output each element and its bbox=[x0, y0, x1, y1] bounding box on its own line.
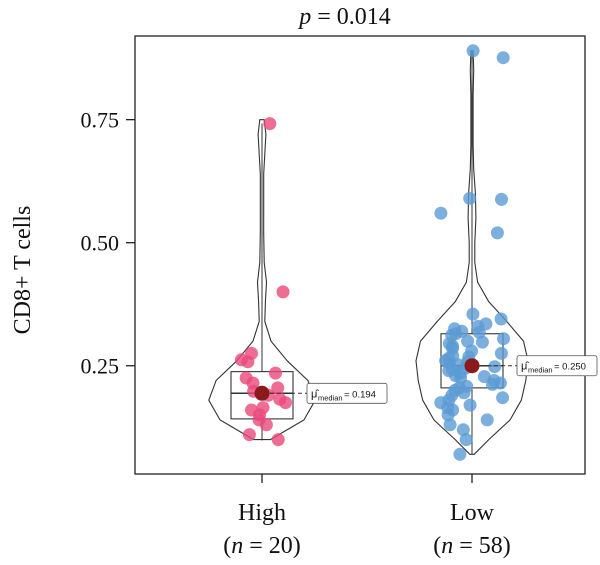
median-subscript: median bbox=[528, 366, 553, 375]
x-group-n-label: (n = 20) bbox=[223, 533, 301, 559]
data-point bbox=[241, 355, 255, 369]
data-point bbox=[495, 192, 508, 206]
data-point bbox=[271, 381, 285, 395]
data-point bbox=[441, 408, 455, 422]
data-point bbox=[472, 325, 486, 339]
data-point bbox=[259, 418, 273, 432]
data-points bbox=[234, 44, 510, 461]
x-axis: High (n = 20) Low (n = 58) bbox=[223, 474, 511, 559]
data-point bbox=[456, 423, 470, 437]
data-point bbox=[443, 418, 457, 432]
median-dot bbox=[464, 358, 480, 374]
y-tick-label: 0.75 bbox=[81, 108, 120, 133]
data-point bbox=[496, 391, 510, 405]
x-group-n-label: (n = 58) bbox=[433, 533, 511, 559]
data-point bbox=[488, 360, 502, 374]
data-point bbox=[276, 285, 290, 299]
data-point bbox=[279, 396, 292, 410]
y-tick-label: 0.50 bbox=[81, 231, 120, 256]
median-subscript: median bbox=[318, 393, 343, 402]
data-point bbox=[466, 44, 480, 58]
data-point bbox=[463, 398, 477, 412]
data-point bbox=[463, 191, 477, 205]
chart-title: p = 0.014 bbox=[297, 4, 391, 30]
data-point bbox=[496, 51, 510, 65]
data-point bbox=[453, 447, 467, 461]
data-point bbox=[480, 413, 494, 427]
y-tick-label: 0.25 bbox=[81, 354, 120, 379]
median-value: = 0.194 bbox=[344, 389, 376, 400]
x-tick-label: Low bbox=[450, 500, 495, 526]
median-label-box bbox=[516, 355, 598, 377]
median-mu-symbol: μ̂ bbox=[521, 361, 529, 373]
data-point bbox=[461, 334, 475, 348]
data-point bbox=[242, 428, 256, 442]
data-point bbox=[494, 346, 508, 360]
plot-frame bbox=[134, 35, 586, 475]
data-point bbox=[466, 307, 480, 321]
data-point bbox=[486, 377, 499, 391]
y-axis-label: CD8+ T cells bbox=[10, 206, 36, 335]
median-dot bbox=[254, 385, 270, 401]
data-point bbox=[494, 312, 508, 326]
data-point bbox=[459, 433, 473, 447]
median-value: = 0.250 bbox=[554, 362, 586, 373]
violin-outline-high bbox=[208, 119, 316, 441]
data-point bbox=[497, 332, 510, 346]
data-point bbox=[269, 366, 282, 380]
median-label-box bbox=[306, 382, 388, 404]
data-point bbox=[490, 226, 504, 240]
data-point bbox=[271, 433, 285, 447]
median-mu-symbol: μ̂ bbox=[311, 388, 319, 400]
data-point bbox=[457, 386, 471, 400]
data-point bbox=[434, 206, 448, 220]
x-tick-label: High bbox=[238, 500, 286, 526]
data-point bbox=[475, 335, 489, 349]
y-axis: 0.25 0.50 0.75 bbox=[81, 108, 135, 379]
data-point bbox=[263, 117, 277, 131]
